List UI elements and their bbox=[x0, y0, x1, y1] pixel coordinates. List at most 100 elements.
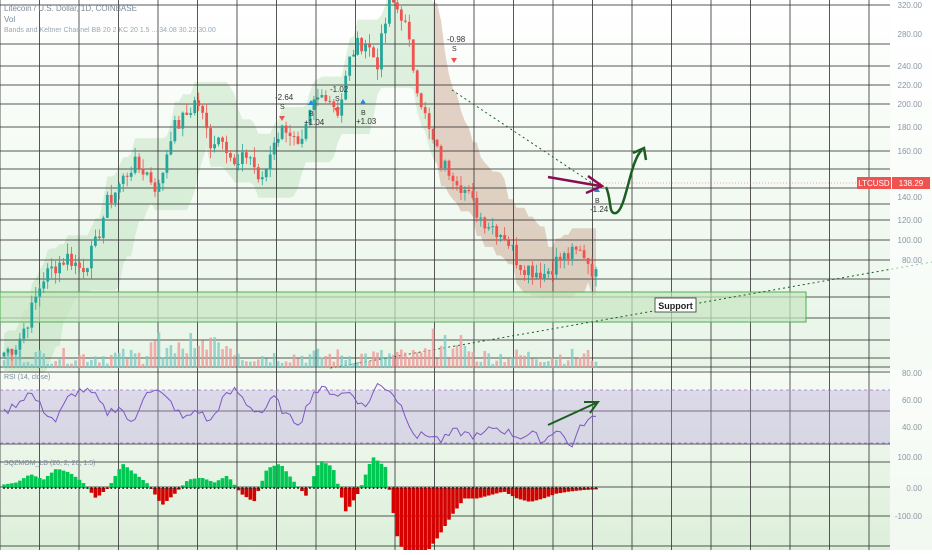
support-tag: Support bbox=[654, 297, 697, 313]
volume-bar bbox=[348, 356, 351, 368]
squeeze-dot bbox=[519, 487, 522, 489]
volume-bar bbox=[137, 352, 141, 368]
volume-bar bbox=[475, 361, 479, 368]
momentum-bar bbox=[89, 488, 94, 493]
momentum-bar bbox=[447, 488, 451, 520]
momentum-bar bbox=[26, 475, 30, 488]
volume-bar bbox=[209, 337, 212, 368]
volume-bar bbox=[594, 361, 598, 368]
squeeze-dot bbox=[78, 487, 81, 489]
momentum-bar bbox=[324, 463, 328, 488]
candle bbox=[439, 146, 443, 169]
momentum-bar bbox=[14, 482, 18, 488]
momentum-bar bbox=[244, 488, 249, 498]
volume-bar bbox=[292, 354, 296, 368]
volume-bar bbox=[54, 361, 57, 368]
squeeze-dot bbox=[416, 487, 419, 489]
squeeze-dot bbox=[575, 487, 578, 489]
volume-bar bbox=[133, 353, 137, 368]
squeeze-dot bbox=[475, 487, 478, 489]
candle bbox=[487, 227, 491, 229]
candle bbox=[62, 262, 65, 265]
signal-side: S bbox=[335, 96, 340, 103]
annotation-arrows bbox=[547, 146, 648, 426]
candle bbox=[82, 268, 85, 273]
squeeze-dot bbox=[237, 487, 240, 489]
momentum-bar bbox=[109, 483, 114, 488]
volume-bar bbox=[185, 353, 189, 368]
momentum-bar bbox=[522, 488, 527, 501]
candle bbox=[471, 191, 475, 198]
rsi-tick: 40.00 bbox=[902, 423, 923, 432]
momentum-bar bbox=[331, 470, 336, 488]
candle bbox=[213, 144, 216, 149]
squeeze-dot bbox=[205, 487, 208, 489]
squeeze-dot bbox=[551, 487, 554, 489]
squeeze-dot bbox=[372, 487, 375, 489]
squeeze-dot bbox=[408, 487, 411, 489]
candle bbox=[395, 2, 399, 10]
squeeze-dot bbox=[261, 487, 264, 489]
squeeze-dot bbox=[62, 487, 65, 489]
candle bbox=[531, 265, 534, 278]
price-tick: 320.00 bbox=[898, 1, 923, 10]
signal-arrow bbox=[279, 116, 285, 121]
volume-bar bbox=[523, 355, 526, 368]
momentum-bar bbox=[161, 488, 165, 505]
candle bbox=[372, 47, 375, 58]
candle bbox=[503, 235, 507, 241]
squeeze-dot bbox=[368, 487, 371, 489]
candle bbox=[511, 244, 514, 246]
squeeze-dot bbox=[384, 487, 387, 489]
candle bbox=[388, 0, 391, 24]
squeeze-dot bbox=[58, 487, 61, 489]
squeeze-dot bbox=[18, 487, 21, 489]
squeeze-dot bbox=[328, 487, 331, 489]
momentum-bar bbox=[113, 476, 118, 488]
volume-bar bbox=[360, 353, 363, 368]
momentum-bar bbox=[240, 488, 245, 495]
volume-bar bbox=[586, 350, 590, 368]
squeeze-dot bbox=[511, 487, 514, 489]
squeeze-dot bbox=[193, 487, 196, 489]
candle bbox=[296, 136, 300, 144]
volume-bar bbox=[125, 359, 129, 368]
volume-bar bbox=[356, 362, 359, 368]
momentum-bar bbox=[129, 470, 133, 488]
candle bbox=[515, 244, 518, 266]
volume-bar bbox=[431, 328, 435, 368]
momentum-bar bbox=[534, 488, 539, 501]
squeeze-dot bbox=[388, 487, 391, 489]
volume-bar bbox=[113, 352, 117, 368]
momentum-bar bbox=[427, 488, 431, 549]
momentum-bar bbox=[57, 469, 62, 488]
squeeze-dot bbox=[491, 487, 494, 489]
squeeze-dot bbox=[10, 487, 13, 489]
squeeze-dot bbox=[440, 487, 443, 489]
squeeze-dot bbox=[515, 487, 518, 489]
momentum-bar bbox=[97, 488, 102, 496]
candle bbox=[229, 153, 232, 158]
squeeze-dot bbox=[225, 487, 228, 489]
volume-bar bbox=[117, 352, 121, 368]
volume-bar bbox=[34, 352, 38, 368]
momentum-bar bbox=[316, 465, 320, 488]
momentum-bar bbox=[10, 483, 14, 488]
squeeze-dot bbox=[273, 487, 276, 489]
momentum-bar bbox=[232, 484, 237, 488]
squeeze-dot bbox=[42, 487, 45, 489]
squeeze-dot bbox=[324, 487, 327, 489]
volume-bar bbox=[336, 349, 340, 368]
momentum-bar bbox=[435, 488, 439, 539]
momentum-bar bbox=[49, 472, 54, 488]
volume-bar bbox=[562, 363, 566, 368]
squeeze-dot bbox=[436, 487, 439, 489]
candle bbox=[542, 273, 546, 280]
rsi-tick: 80.00 bbox=[902, 369, 923, 378]
candle bbox=[34, 296, 38, 303]
volume-bar bbox=[62, 348, 65, 368]
purple-arrow bbox=[547, 175, 601, 188]
squeeze-dot bbox=[229, 487, 232, 489]
momentum-bar bbox=[403, 488, 408, 552]
volume-bar bbox=[328, 353, 332, 368]
